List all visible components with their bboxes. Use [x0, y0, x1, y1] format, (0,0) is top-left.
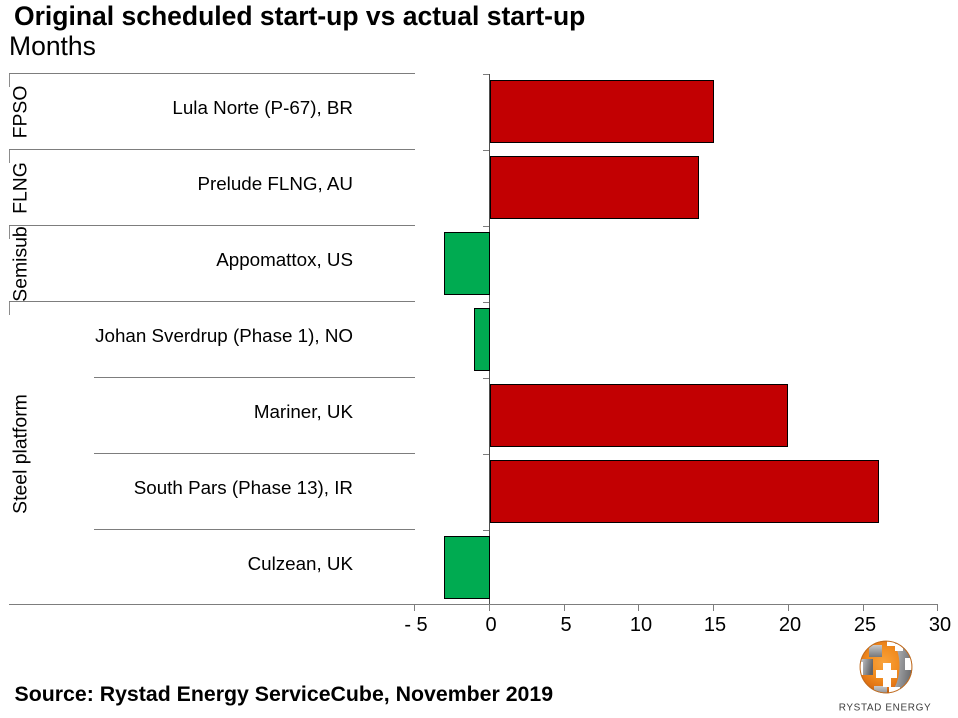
- svg-text:RYSTAD ENERGY: RYSTAD ENERGY: [839, 703, 931, 714]
